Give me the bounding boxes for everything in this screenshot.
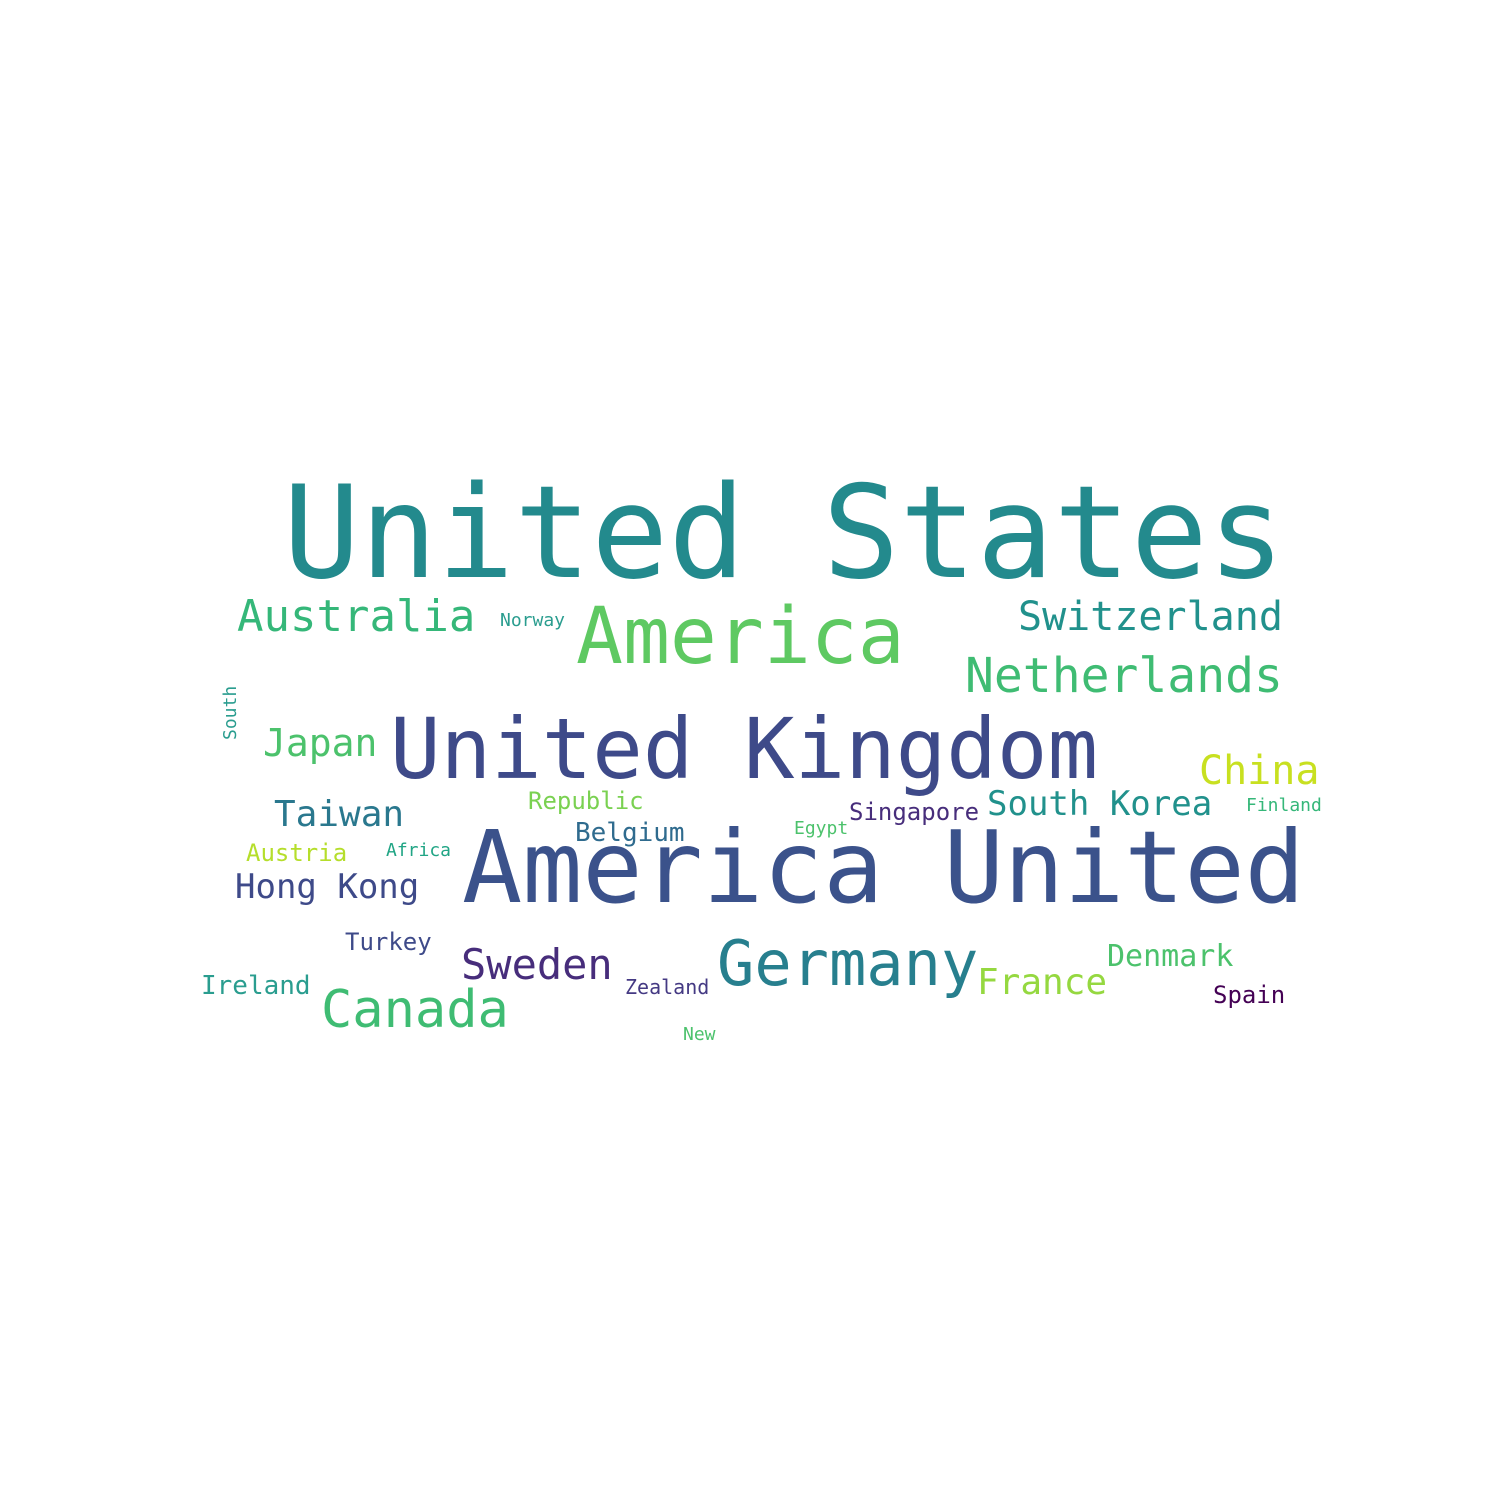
word-egypt: Egypt [794, 818, 849, 839]
word-australia: Australia [237, 591, 476, 642]
word-belgium: Belgium [575, 818, 685, 848]
word-france: France [977, 962, 1108, 1003]
word-hong-kong: Hong Kong [235, 867, 420, 907]
word-austria: Austria [246, 839, 348, 867]
word-new: New [683, 1024, 716, 1045]
word-finland: Finland [1246, 795, 1322, 816]
word-america-united: America United [462, 809, 1305, 926]
word-america: America [576, 592, 905, 682]
word-united-kingdom: United Kingdom [390, 700, 1099, 798]
word-africa: Africa [386, 840, 452, 861]
word-germany: Germany [717, 927, 979, 1000]
word-denmark: Denmark [1107, 939, 1234, 974]
word-united-states: United States [283, 459, 1285, 608]
word-south-korea: South Korea [987, 784, 1213, 824]
word-switzerland: Switzerland [1018, 594, 1283, 640]
word-sweden: Sweden [461, 940, 613, 989]
word-netherlands: Netherlands [965, 648, 1283, 704]
word-turkey: Turkey [345, 928, 432, 956]
word-singapore: Singapore [849, 798, 980, 826]
word-china: China [1199, 748, 1320, 794]
word-south: South [220, 685, 241, 740]
word-canada: Canada [321, 980, 509, 1040]
word-zealand: Zealand [625, 975, 710, 999]
word-spain: Spain [1213, 981, 1286, 1009]
word-japan: Japan [263, 721, 378, 765]
word-norway: Norway [500, 610, 566, 631]
word-ireland: Ireland [201, 971, 311, 1001]
word-republic: Republic [528, 787, 644, 815]
word-taiwan: Taiwan [274, 794, 405, 835]
